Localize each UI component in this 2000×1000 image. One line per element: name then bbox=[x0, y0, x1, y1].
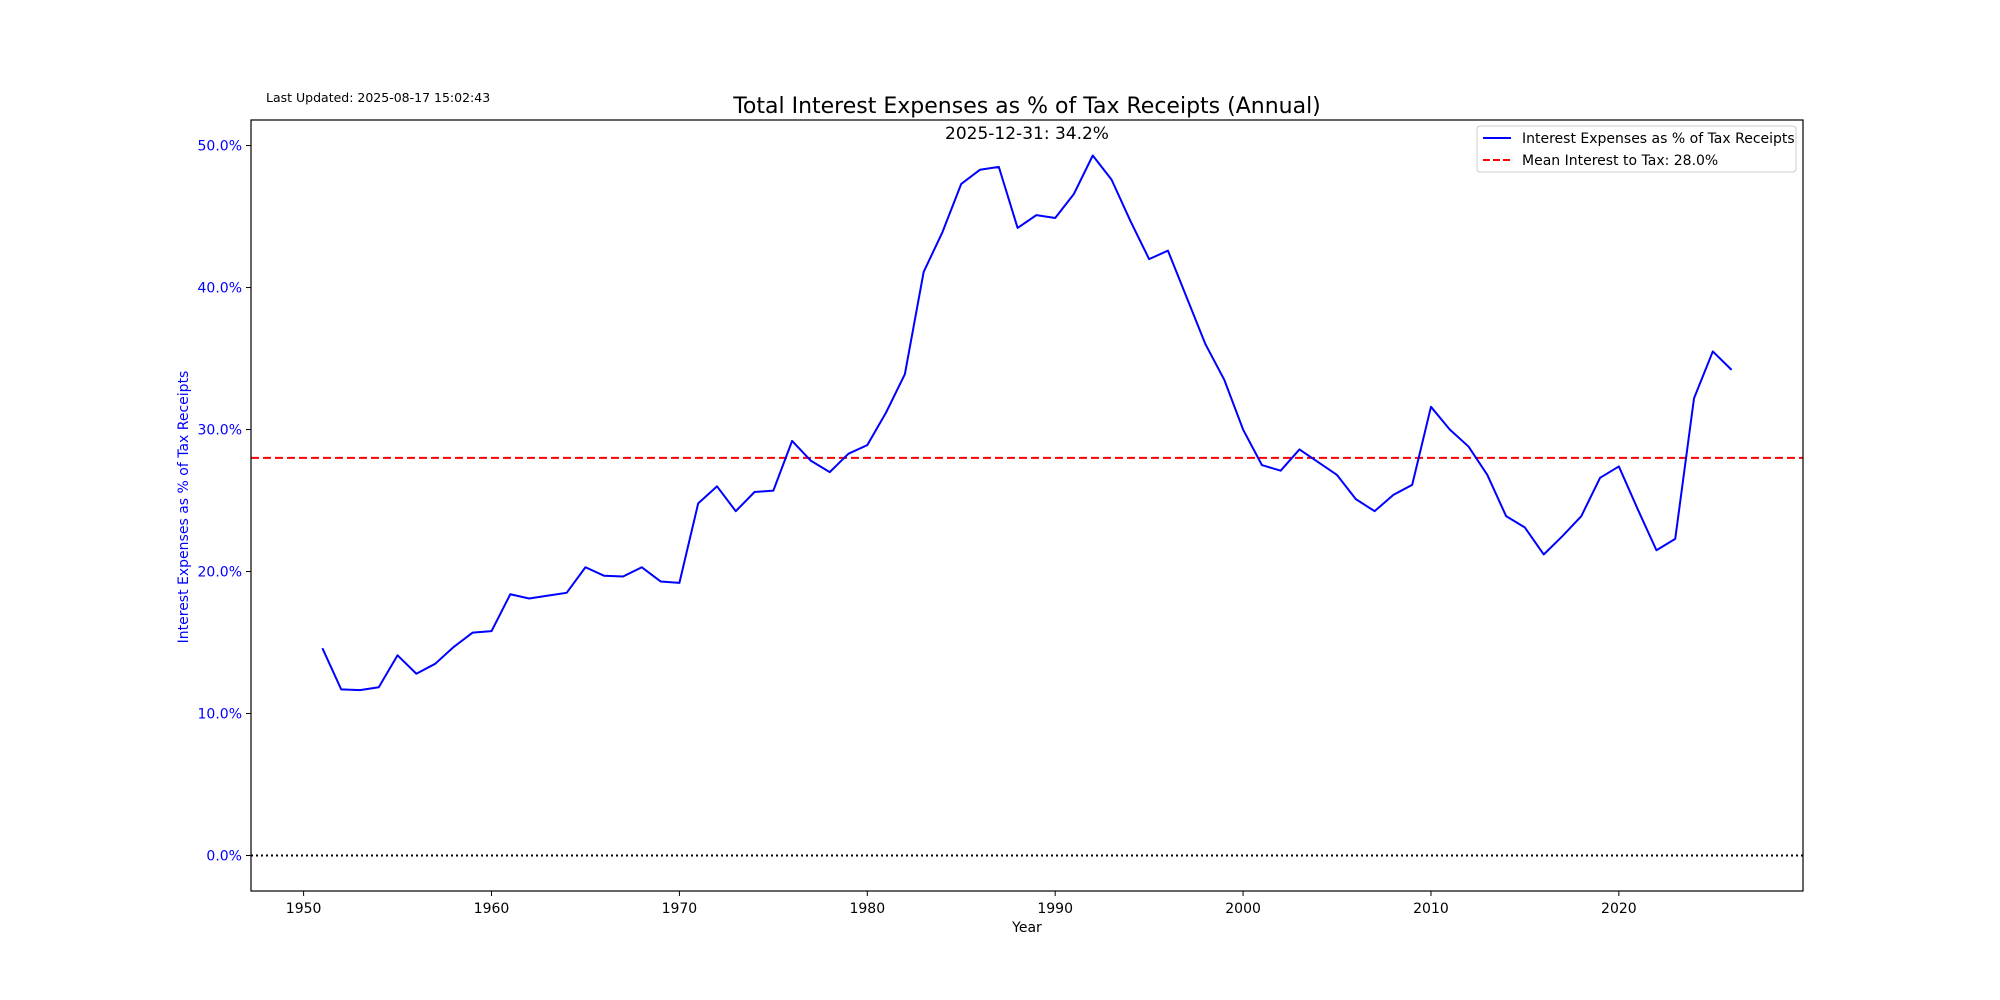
y-tick-label: 30.0% bbox=[198, 423, 242, 439]
y-axis-label: Interest Expenses as % of Tax Receipts bbox=[176, 371, 192, 644]
x-tick-label: 1950 bbox=[286, 901, 322, 917]
y-tick-label: 20.0% bbox=[198, 565, 242, 581]
chart-title: Total Interest Expenses as % of Tax Rece… bbox=[732, 94, 1321, 119]
legend-mean-label: Mean Interest to Tax: 28.0% bbox=[1522, 153, 1718, 169]
y-tick-label: 40.0% bbox=[198, 281, 242, 297]
x-tick-label: 2010 bbox=[1413, 901, 1449, 917]
legend-box bbox=[1476, 125, 1797, 173]
x-tick-label: 1970 bbox=[662, 901, 698, 917]
legend-series-label: Interest Expenses as % of Tax Receipts bbox=[1522, 131, 1795, 147]
x-axis-label: Year bbox=[1011, 920, 1042, 936]
x-tick-label: 1960 bbox=[474, 901, 510, 917]
latest-value-annotation: 2025-12-31: 34.2% bbox=[945, 124, 1109, 144]
x-tick-label: 2020 bbox=[1601, 901, 1637, 917]
x-tick-label: 2000 bbox=[1225, 901, 1261, 917]
x-tick-label: 1980 bbox=[849, 901, 885, 917]
y-tick-label: 10.0% bbox=[198, 707, 242, 723]
last-updated-label: Last Updated: 2025-08-17 15:02:43 bbox=[266, 90, 490, 105]
legend: Interest Expenses as % of Tax Receipts M… bbox=[1476, 125, 1797, 173]
y-tick-label: 50.0% bbox=[198, 139, 242, 155]
series-line-0 bbox=[321, 154, 1733, 692]
plot-frame bbox=[250, 119, 1804, 892]
x-tick-label: 1990 bbox=[1037, 901, 1073, 917]
y-tick-label: 0.0% bbox=[206, 849, 242, 865]
